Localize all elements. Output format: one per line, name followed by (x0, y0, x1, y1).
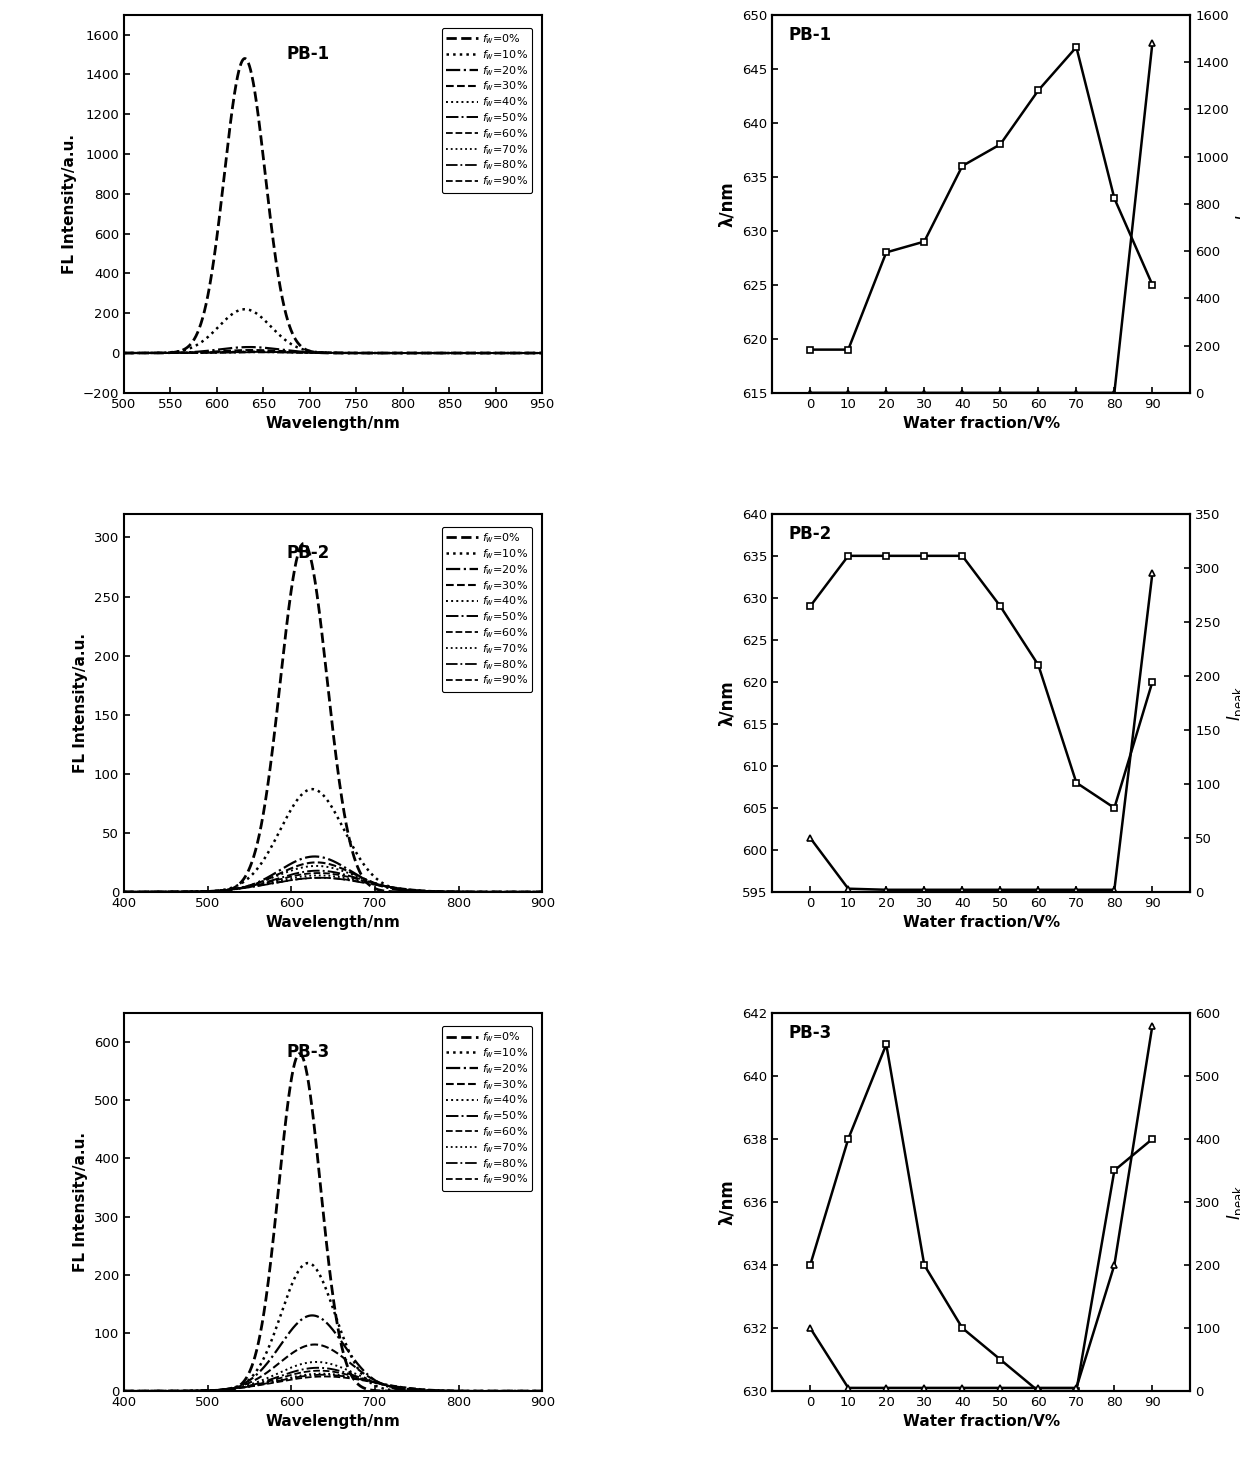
X-axis label: Wavelength/nm: Wavelength/nm (265, 417, 401, 431)
X-axis label: Water fraction/V%: Water fraction/V% (903, 916, 1060, 930)
Y-axis label: FL Intensity/a.u.: FL Intensity/a.u. (73, 633, 88, 773)
Legend: $\it{f}_w$=0%, $\it{f}_w$=10%, $\it{f}_w$=20%, $\it{f}_w$=30%, $\it{f}_w$=40%, $: $\it{f}_w$=0%, $\it{f}_w$=10%, $\it{f}_w… (441, 1026, 532, 1191)
Y-axis label: $I_\mathrm{peak}$: $I_\mathrm{peak}$ (1226, 686, 1240, 720)
X-axis label: Water fraction/V%: Water fraction/V% (903, 417, 1060, 431)
X-axis label: Wavelength/nm: Wavelength/nm (265, 916, 401, 930)
Y-axis label: FL Intensity/a.u.: FL Intensity/a.u. (73, 1132, 88, 1272)
Text: PB-2: PB-2 (789, 526, 832, 543)
Y-axis label: $I_\mathrm{peak}$: $I_\mathrm{peak}$ (1235, 185, 1240, 221)
X-axis label: Wavelength/nm: Wavelength/nm (265, 1415, 401, 1429)
Y-axis label: λ/nm: λ/nm (718, 680, 737, 726)
X-axis label: Water fraction/V%: Water fraction/V% (903, 1415, 1060, 1429)
Text: PB-1: PB-1 (789, 26, 832, 44)
Text: PB-3: PB-3 (286, 1044, 330, 1061)
Y-axis label: $I_\mathrm{peak}$: $I_\mathrm{peak}$ (1226, 1185, 1240, 1220)
Y-axis label: λ/nm: λ/nm (718, 181, 737, 227)
Text: PB-2: PB-2 (286, 545, 330, 562)
Legend: $\it{f}_w$=0%, $\it{f}_w$=10%, $\it{f}_w$=20%, $\it{f}_w$=30%, $\it{f}_w$=40%, $: $\it{f}_w$=0%, $\it{f}_w$=10%, $\it{f}_w… (441, 527, 532, 692)
Text: PB-3: PB-3 (789, 1025, 832, 1042)
Text: PB-1: PB-1 (286, 46, 330, 63)
Y-axis label: FL Intensity/a.u.: FL Intensity/a.u. (62, 134, 77, 274)
Legend: $\it{f}_w$=0%, $\it{f}_w$=10%, $\it{f}_w$=20%, $\it{f}_w$=30%, $\it{f}_w$=40%, $: $\it{f}_w$=0%, $\it{f}_w$=10%, $\it{f}_w… (441, 28, 532, 193)
Y-axis label: λ/nm: λ/nm (718, 1179, 737, 1225)
